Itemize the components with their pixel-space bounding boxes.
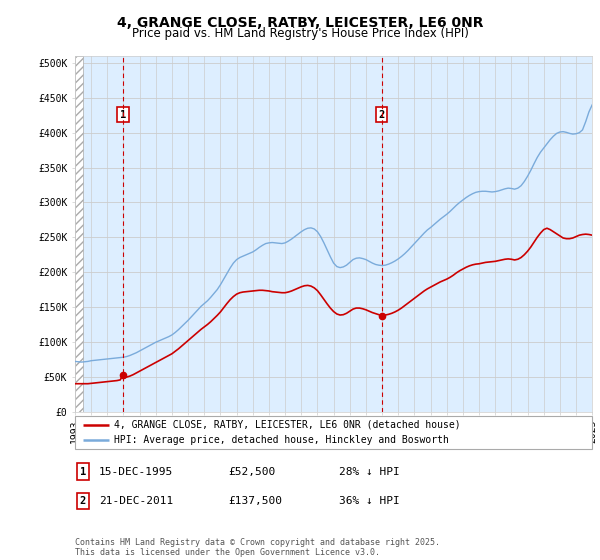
Text: 1: 1 — [80, 466, 86, 477]
Text: 2: 2 — [80, 496, 86, 506]
Text: 1: 1 — [120, 110, 126, 120]
Text: 28% ↓ HPI: 28% ↓ HPI — [339, 466, 400, 477]
Text: 15-DEC-1995: 15-DEC-1995 — [99, 466, 173, 477]
Text: HPI: Average price, detached house, Hinckley and Bosworth: HPI: Average price, detached house, Hinc… — [114, 435, 449, 445]
Text: 21-DEC-2011: 21-DEC-2011 — [99, 496, 173, 506]
Text: 36% ↓ HPI: 36% ↓ HPI — [339, 496, 400, 506]
Text: 4, GRANGE CLOSE, RATBY, LEICESTER, LE6 0NR (detached house): 4, GRANGE CLOSE, RATBY, LEICESTER, LE6 0… — [114, 419, 460, 430]
Text: Price paid vs. HM Land Registry's House Price Index (HPI): Price paid vs. HM Land Registry's House … — [131, 27, 469, 40]
Text: £52,500: £52,500 — [228, 466, 275, 477]
Text: 4, GRANGE CLOSE, RATBY, LEICESTER, LE6 0NR: 4, GRANGE CLOSE, RATBY, LEICESTER, LE6 0… — [117, 16, 483, 30]
Text: £137,500: £137,500 — [228, 496, 282, 506]
Text: Contains HM Land Registry data © Crown copyright and database right 2025.
This d: Contains HM Land Registry data © Crown c… — [75, 538, 440, 557]
Text: 2: 2 — [379, 110, 385, 120]
